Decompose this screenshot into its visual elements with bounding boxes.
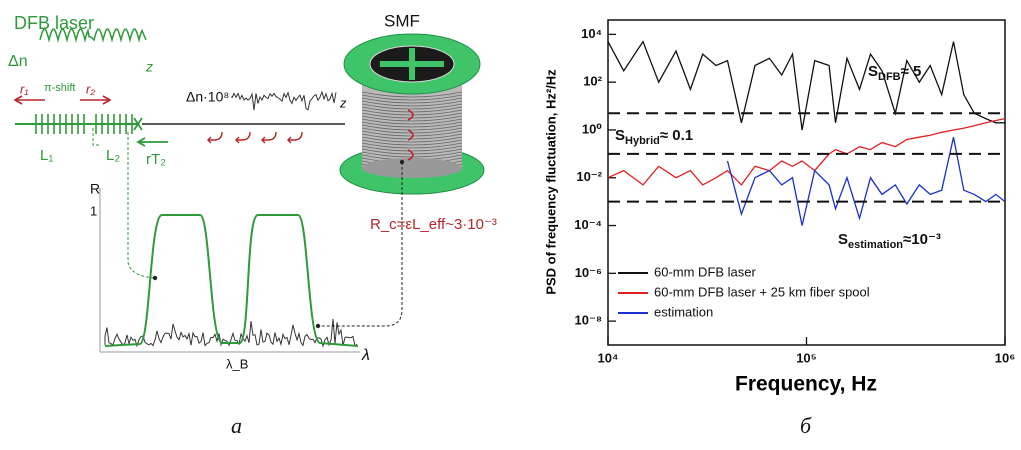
series-line [607,40,1005,131]
dot [315,323,321,329]
winding [361,118,463,125]
R-axis-label: R [90,181,100,197]
panel-label: б [800,413,812,438]
annotation: Sestimation≈10⁻³ [838,231,941,251]
y-tick-label: 10² [583,74,602,89]
winding [361,115,463,122]
winding [361,100,463,107]
arrow-rT2 [136,137,168,147]
annotation-subscript: DFB [878,71,901,83]
laser-title: DFB laser [14,13,94,33]
dot [152,275,158,281]
rT2-label: rT₂ [146,151,166,168]
backscatter-arrows [207,131,303,144]
legend-label: 60-mm DFB laser [654,264,757,279]
annotation-text: ≈ 5 [901,63,922,80]
winding [361,139,463,146]
annotation-symbol: S [868,63,878,80]
legend-label: 60-mm DFB laser + 25 km fiber spool [654,284,870,299]
dot [399,159,405,165]
chart: PSD of frequency fluctuation, Hz²/Hz Fre… [543,19,1015,438]
x-tick-label: 10⁴ [598,350,619,365]
lambda-B-label: λ_B [226,356,248,371]
backscatter-arrow [261,131,277,144]
winding [361,145,463,152]
R-one-label: 1 [90,203,97,218]
L2-label: L₂ [106,147,120,164]
y-tick-label: 10⁴ [581,26,602,41]
lambda-label: λ [361,347,370,364]
spool-label: SMF [384,11,420,30]
windings [361,91,463,170]
annotation-text: ≈ 0.1 [660,127,693,144]
annotation-subscript: Hybrid [625,135,660,147]
r2-label: r₂ [86,81,95,96]
diagram: DFB laser Δn z r₁ π-shift r₂ L₁ L₂ rT₂ Δ… [8,11,497,438]
y-axis-label: PSD of frequency fluctuation, Hz²/Hz [543,69,558,295]
spool-arrows [407,109,414,161]
backscatter-arrow [287,131,303,144]
annotation-subscript: estimation [848,239,903,251]
index-profile [39,27,147,43]
splice [133,117,143,131]
annotation: SDFB≈ 5 [868,63,921,83]
legend-label: estimation [654,304,713,319]
annotation-text: ≈10⁻³ [903,231,941,248]
annotation: SHybrid≈ 0.1 [615,127,693,147]
y-tick-label: 10⁻² [576,169,602,184]
x-tick-label: 10⁶ [995,350,1015,365]
arrow-right [80,95,112,105]
winding [361,136,463,143]
pi-shift-label: π-shift [44,82,75,94]
fiber-index-label: Δn·10⁸ [186,89,229,105]
grating [35,114,133,134]
winding [361,91,463,98]
y-tick-label: 10⁰ [582,121,602,136]
winding [361,94,463,101]
winding [361,109,463,116]
index-label: Δn [8,53,28,70]
annotation-symbol: S [615,127,625,144]
winding [361,97,463,104]
fiber-z-label: z [339,95,347,110]
link-grating [127,132,156,279]
winding [361,133,463,140]
annotation-symbol: S [838,231,848,248]
series-line [607,117,1006,186]
winding [361,103,463,110]
arrow-left [13,95,45,105]
grating-spectrum [104,214,359,347]
backscatter-arrow [207,131,223,144]
rc-formula: R_c=εL_eff~3·10⁻³ [370,216,497,233]
winding [361,124,463,131]
winding [361,121,463,128]
hub-spokes [380,48,444,80]
y-tick-label: 10⁻⁴ [574,217,602,232]
panel-label: а [231,413,242,438]
winding [361,142,463,149]
series-line [726,137,1006,226]
x-axis-label: Frequency, Hz [735,373,877,396]
fiber-index-noise [231,90,337,111]
z-label: z [145,59,153,75]
x-tick-label: 10⁵ [796,350,817,365]
y-tick-label: 10⁻⁶ [575,265,602,280]
link-spool [318,162,403,327]
core-base [362,158,462,178]
r1-label: r₁ [20,81,28,96]
L1-label: L₁ [40,147,53,164]
shift-marker [92,128,100,146]
backscatter-arrow [235,131,251,144]
y-tick-label: 10⁻⁸ [575,313,602,328]
